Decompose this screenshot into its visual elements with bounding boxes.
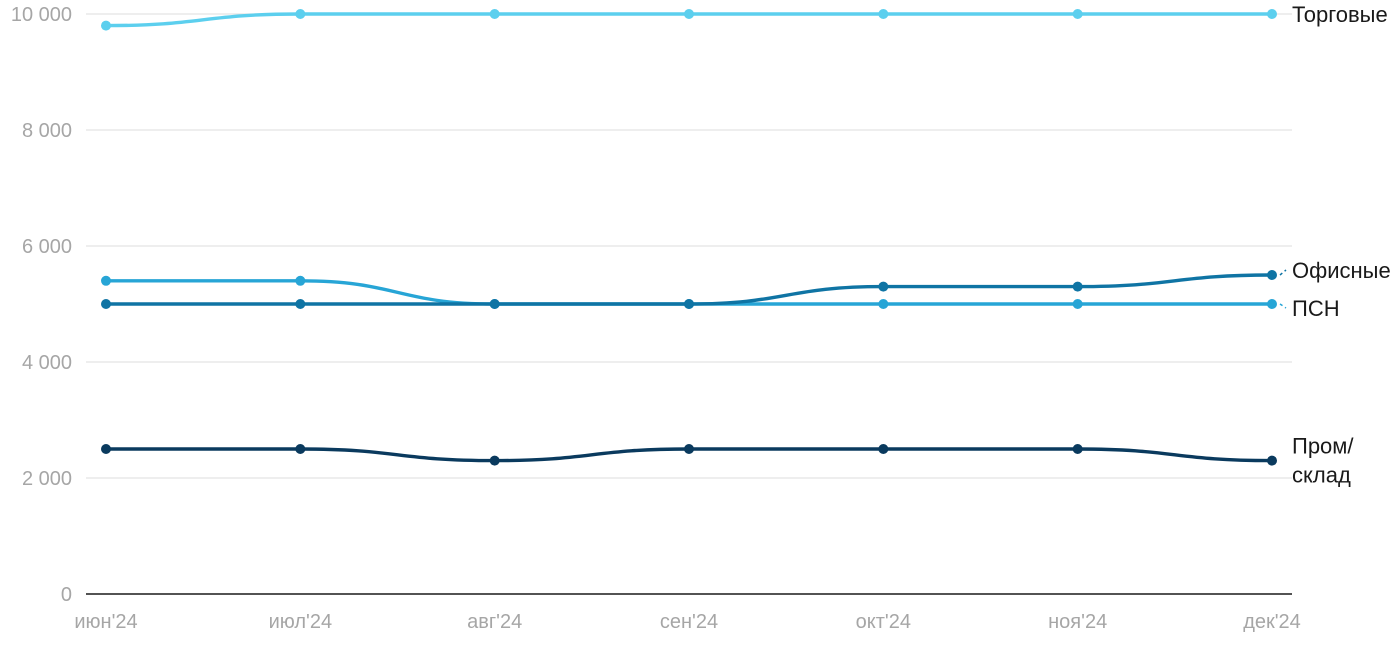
data-point <box>101 444 111 454</box>
series-label: Торговые <box>1292 2 1388 27</box>
series-label: Офисные <box>1292 258 1391 283</box>
data-point <box>101 299 111 309</box>
series-label-line: Пром/ <box>1292 434 1354 459</box>
series-0 <box>101 9 1277 31</box>
x-tick-label: июл'24 <box>269 611 332 633</box>
data-point <box>295 299 306 309</box>
grid-lines <box>86 13 1292 479</box>
series-1 <box>101 270 1277 309</box>
x-tick-label: сен'24 <box>660 611 718 633</box>
data-point <box>295 275 306 286</box>
series-label: Пром/склад <box>1292 434 1354 488</box>
data-point <box>1267 455 1277 466</box>
x-tick-label: дек'24 <box>1243 611 1301 633</box>
x-tick-label: авг'24 <box>467 611 522 633</box>
y-tick-label: 10 000 <box>11 4 72 26</box>
data-point <box>489 299 500 309</box>
series-group <box>101 9 1277 466</box>
data-point <box>1072 299 1083 309</box>
series-label-line: ПСН <box>1292 296 1340 321</box>
series-label-line: склад <box>1292 463 1351 488</box>
series-label-line: Офисные <box>1292 258 1391 283</box>
x-tick-label: ноя'24 <box>1048 611 1107 633</box>
y-tick-label: 4 000 <box>22 352 72 374</box>
data-point <box>684 9 694 19</box>
data-point <box>878 444 889 454</box>
data-point <box>878 9 889 19</box>
series-labels: Торговые Офисные ПСН Пром/склад <box>1279 2 1391 488</box>
series-3 <box>101 444 1277 466</box>
x-tick-label: окт'24 <box>856 611 911 633</box>
data-point <box>684 444 694 454</box>
y-axis-ticks: 0 2 000 4 000 6 000 8 000 10 000 <box>11 4 72 606</box>
data-point <box>1072 9 1083 19</box>
data-point <box>1072 281 1083 292</box>
data-point <box>1267 299 1277 309</box>
data-point <box>878 281 889 292</box>
data-point <box>1072 444 1083 454</box>
data-point <box>684 299 694 309</box>
x-tick-label: июн'24 <box>74 611 137 633</box>
label-connector <box>1279 269 1287 276</box>
series-label-line: Торговые <box>1292 2 1388 27</box>
data-point <box>101 20 111 31</box>
data-point <box>489 9 500 19</box>
data-point <box>1267 9 1277 19</box>
data-point <box>295 9 306 19</box>
data-point <box>295 444 306 454</box>
data-point <box>489 455 500 466</box>
x-axis-ticks: июн'24 июл'24 авг'24 сен'24 окт'24 ноя'24 дек'… <box>74 611 1300 633</box>
y-tick-label: 0 <box>61 584 72 606</box>
label-connector <box>1279 303 1287 309</box>
y-tick-label: 2 000 <box>22 468 72 490</box>
series-label: ПСН <box>1292 296 1340 321</box>
data-point <box>878 299 889 309</box>
data-point <box>1267 270 1277 280</box>
data-point <box>101 275 111 286</box>
y-tick-label: 8 000 <box>22 120 72 142</box>
y-tick-label: 6 000 <box>22 236 72 258</box>
